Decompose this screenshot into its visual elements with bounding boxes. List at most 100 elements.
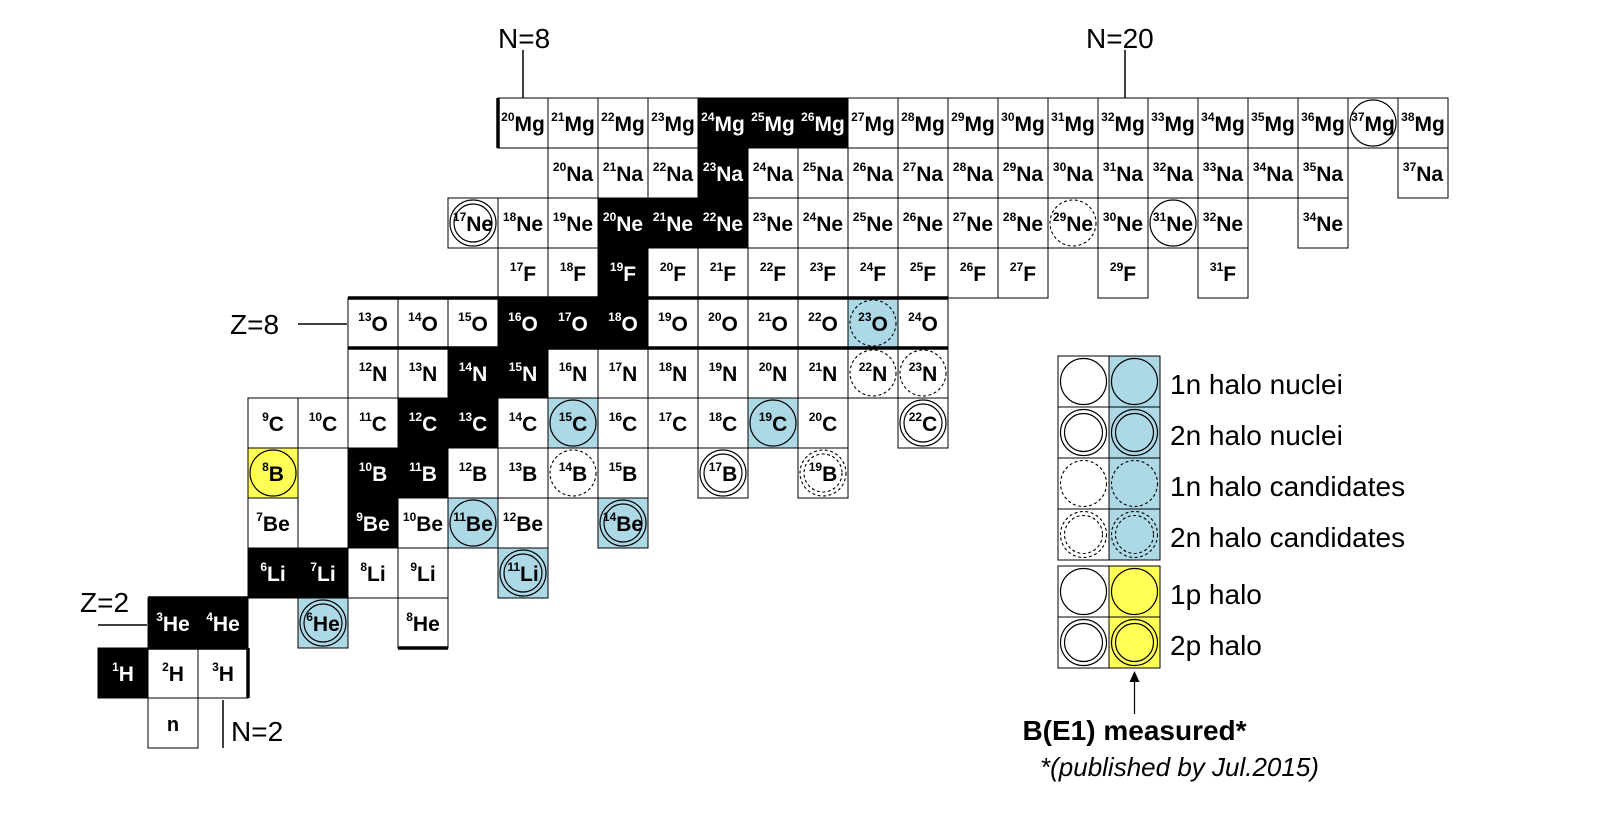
cell-box <box>847 147 899 199</box>
nuclide-label: 28Mg <box>901 110 945 136</box>
element-symbol: He <box>213 613 240 636</box>
mass-number: 22 <box>703 210 717 224</box>
nuclide-label: 16O <box>508 310 538 336</box>
nuclide-cell: 25Na <box>797 147 849 199</box>
cell-box <box>997 147 1049 199</box>
nuclide-label: 17O <box>558 310 588 336</box>
element-symbol: Na <box>966 163 993 186</box>
mass-number: 19 <box>809 460 823 474</box>
element-symbol: O <box>772 313 788 336</box>
legend-label: 2n halo candidates <box>1170 522 1405 553</box>
nuclide-cell: 18N <box>647 347 699 399</box>
element-symbol: Ne <box>516 213 543 236</box>
nuclide-cell: 30Mg <box>997 97 1049 149</box>
cell-box <box>247 397 299 449</box>
mass-number: 18 <box>560 260 574 274</box>
nuclide-label: 9Be <box>356 510 390 536</box>
mass-number: 31 <box>1210 260 1224 274</box>
nuclide-label: 25Na <box>803 160 844 186</box>
mass-number: 38 <box>1401 110 1415 124</box>
nuclide-cell: 11Be <box>447 497 499 549</box>
cell-box <box>597 97 649 149</box>
element-symbol: Mg <box>515 113 545 136</box>
nuclide-cell: 26Na <box>847 147 899 199</box>
nuclide-label: 32Mg <box>1101 110 1145 136</box>
nuclide-cell: 17N <box>597 347 649 399</box>
mass-number: 22 <box>653 160 667 174</box>
cell-box <box>1297 147 1349 199</box>
nuclide-cell: 30Na <box>1047 147 1099 199</box>
nuclide-label: 21F <box>710 260 736 286</box>
nuclide-cell: 17O <box>547 297 599 349</box>
nuclide-cell: 10C <box>297 397 349 449</box>
nuclide-label: 14C <box>509 410 538 436</box>
cell-box <box>1147 147 1199 199</box>
cell-box <box>747 147 799 199</box>
nuclide-cell: 24Ne <box>797 197 849 249</box>
element-symbol: B <box>722 463 737 486</box>
mass-number: 9 <box>262 410 269 424</box>
nuclide-cell: 16N <box>547 347 599 399</box>
nuclide-label: 26Ne <box>903 210 943 236</box>
legend-item: 1p halo <box>1057 565 1262 618</box>
nuclide-cell: 14N <box>447 347 499 399</box>
element-symbol: Ne <box>466 213 493 236</box>
element-symbol: Mg <box>1015 113 1045 136</box>
nuclide-cell: 19N <box>697 347 749 399</box>
mass-number: 11 <box>507 560 520 574</box>
nuclide-label: 23Na <box>703 160 744 186</box>
cell-box <box>747 347 799 399</box>
element-symbol: Mg <box>765 113 795 136</box>
nuclide-label: 17N <box>609 360 638 386</box>
nuclide-cell: 22Na <box>647 147 699 199</box>
mass-number: 34 <box>1201 110 1215 124</box>
nuclide-cell: 20O <box>697 297 749 349</box>
nuclide-label: 1H <box>112 660 134 686</box>
element-symbol: Na <box>1066 163 1093 186</box>
element-symbol: O <box>872 313 888 336</box>
element-symbol: Li <box>267 563 286 586</box>
element-symbol: F <box>1223 263 1236 286</box>
nuclide-label: 8Li <box>360 560 385 586</box>
nuclide-label: 17F <box>510 260 536 286</box>
cell-box <box>247 547 299 599</box>
element-symbol: Mg <box>815 113 845 136</box>
mass-number: 8 <box>360 560 367 574</box>
mass-number: 21 <box>653 210 667 224</box>
nuclide-cell: 23Na <box>697 147 749 199</box>
element-symbol: Mg <box>715 113 745 136</box>
mass-number: 7 <box>256 510 263 524</box>
element-symbol: Na <box>1116 163 1143 186</box>
cell-box <box>1047 97 1099 149</box>
nuclide-cell: 22Ne <box>697 197 749 249</box>
nuclide-label: 23N <box>909 360 938 386</box>
cell-box <box>797 447 849 499</box>
nuclide-label: 6He <box>306 610 340 636</box>
nuclide-label: 14Be <box>603 510 643 536</box>
nuclide-cell: 24F <box>847 247 899 299</box>
nuclide-cell: 38Mg <box>1397 97 1449 149</box>
legend-item: 1n halo nuclei <box>1057 355 1343 408</box>
nuclide-cell: 31Ne <box>1147 197 1199 249</box>
nuclide-cell: 13B <box>497 447 549 499</box>
nuclide-cell: 15C <box>547 397 599 449</box>
nuclide-label: 18Ne <box>503 210 543 236</box>
mass-number: 37 <box>1351 110 1365 124</box>
mass-number: 24 <box>803 210 817 224</box>
cell-box <box>447 397 499 449</box>
nuclide-label: 18C <box>709 410 738 436</box>
nuclide-cell: 11C <box>347 397 399 449</box>
nuclide-cell: 30Ne <box>1097 197 1149 249</box>
mass-number: 9 <box>410 560 417 574</box>
nuclide-label: 26Mg <box>801 110 845 136</box>
element-symbol: F <box>823 263 836 286</box>
nuclide-cell: 20Ne <box>597 197 649 249</box>
cell-box <box>647 147 699 199</box>
mass-number: 25 <box>803 160 817 174</box>
nuclide-cell: 31Mg <box>1047 97 1099 149</box>
z8-label: Z=8 <box>230 309 279 340</box>
nuclide-cell: 6Li <box>247 547 299 599</box>
mass-number: 29 <box>951 110 965 124</box>
element-symbol: Mg <box>915 113 945 136</box>
nuclide-label: 13C <box>459 410 488 436</box>
